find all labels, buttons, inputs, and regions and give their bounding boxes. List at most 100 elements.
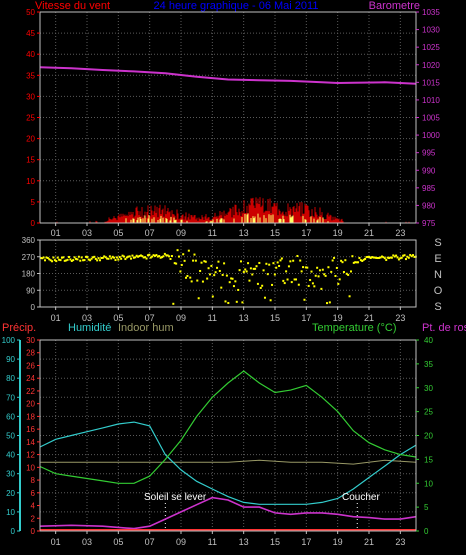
direction-point xyxy=(165,254,168,257)
direction-point xyxy=(91,256,94,259)
x-tick-label: 17 xyxy=(301,313,311,323)
x-tick-label: 17 xyxy=(301,537,311,547)
direction-point xyxy=(352,261,355,264)
direction-point xyxy=(142,256,145,259)
direction-point xyxy=(127,255,130,258)
compass-label: N xyxy=(434,269,442,281)
direction-point xyxy=(326,302,329,305)
x-tick-label: 03 xyxy=(82,313,92,323)
direction-point xyxy=(402,254,405,257)
direction-point xyxy=(84,255,87,258)
direction-point xyxy=(106,257,109,260)
direction-point xyxy=(287,265,290,268)
y-tick-label: 20 xyxy=(424,432,433,441)
direction-point xyxy=(224,300,227,303)
direction-panel-grid xyxy=(40,239,416,308)
direction-point xyxy=(399,257,402,260)
direction-point xyxy=(311,282,314,285)
direction-point xyxy=(179,270,182,273)
x-tick-label: 17 xyxy=(301,228,311,238)
direction-point xyxy=(122,255,125,258)
direction-point xyxy=(361,259,364,262)
direction-point xyxy=(59,259,62,262)
y-tick-label: 1005 xyxy=(422,114,440,123)
x-tick-label: 09 xyxy=(176,313,186,323)
direction-point xyxy=(347,273,350,276)
direction-point xyxy=(208,273,211,276)
direction-point xyxy=(132,256,135,259)
compass-label: O xyxy=(434,285,443,297)
y-tick-label: 25 xyxy=(26,114,35,123)
y-tick-label: 18 xyxy=(26,412,35,421)
direction-point xyxy=(220,286,223,289)
wind-axis-label: Vitesse du vent xyxy=(35,0,110,12)
direction-point xyxy=(199,269,202,272)
y-tick-label: 980 xyxy=(422,201,436,210)
y-tick-label: 0 xyxy=(11,527,16,536)
direction-point xyxy=(375,256,378,259)
direction-point xyxy=(294,278,297,281)
direction-point xyxy=(213,274,216,277)
direction-point xyxy=(97,257,100,260)
direction-point xyxy=(48,258,51,261)
direction-point xyxy=(90,257,93,260)
direction-point xyxy=(194,259,197,262)
direction-point xyxy=(351,255,354,258)
x-tick-label: 15 xyxy=(270,228,280,238)
direction-point xyxy=(290,281,293,284)
chart-title: 24 heure graphique - 06 Mai 2011 xyxy=(154,0,319,12)
direction-point xyxy=(334,274,337,277)
direction-point xyxy=(52,256,55,259)
direction-point xyxy=(120,257,123,260)
temperature-axis: 0 5 10 15 20 25 30 35 40 xyxy=(416,336,433,536)
direction-point xyxy=(100,257,103,260)
direction-point xyxy=(103,255,106,258)
direction-point xyxy=(60,256,63,259)
direction-point xyxy=(183,259,186,262)
direction-point xyxy=(400,256,403,259)
direction-point xyxy=(247,262,250,265)
wind-panel-grid xyxy=(40,11,416,224)
direction-point xyxy=(393,255,396,258)
direction-point xyxy=(307,284,310,287)
direction-point xyxy=(364,257,367,260)
direction-point xyxy=(320,287,323,290)
direction-point xyxy=(66,258,69,261)
direction-point xyxy=(168,255,171,258)
direction-point xyxy=(409,253,412,256)
direction-point xyxy=(306,266,309,269)
direction-point xyxy=(152,254,155,257)
direction-point xyxy=(395,254,398,257)
direction-point xyxy=(177,255,180,258)
direction-point xyxy=(282,279,285,282)
direction-point xyxy=(107,257,110,260)
humidity-axis: 0 10 20 30 40 50 60 70 80 90 100 xyxy=(2,336,21,536)
direction-point xyxy=(392,254,395,257)
direction-point xyxy=(266,273,269,276)
direction-point xyxy=(192,259,195,262)
y-tick-label: 985 xyxy=(422,184,436,193)
direction-point xyxy=(148,253,151,256)
direction-point xyxy=(327,266,330,269)
temperature-series xyxy=(39,370,417,484)
direction-point xyxy=(124,258,127,261)
x-tick-label: 11 xyxy=(208,537,217,547)
direction-point xyxy=(206,277,209,280)
x-tick-label: 23 xyxy=(395,228,405,238)
direction-point xyxy=(300,270,303,273)
y-tick-label: 28 xyxy=(26,349,35,358)
sunset-label: Coucher xyxy=(342,492,380,503)
direction-point xyxy=(249,267,252,270)
y-tick-label: 60 xyxy=(6,412,15,421)
barometer-series xyxy=(39,66,417,85)
direction-point xyxy=(302,266,305,269)
direction-point xyxy=(211,295,214,298)
direction-point xyxy=(53,259,56,262)
x-tick-label: 09 xyxy=(176,228,186,238)
barometer-right-axis: 975 980 985 990 995 1000 1005 1010 1015 1020 1025 1… xyxy=(416,8,440,228)
direction-point xyxy=(49,259,52,262)
direction-point xyxy=(210,264,213,267)
direction-point xyxy=(271,283,274,286)
x-tick-label: 07 xyxy=(145,313,155,323)
y-tick-label: 20 xyxy=(26,400,35,409)
